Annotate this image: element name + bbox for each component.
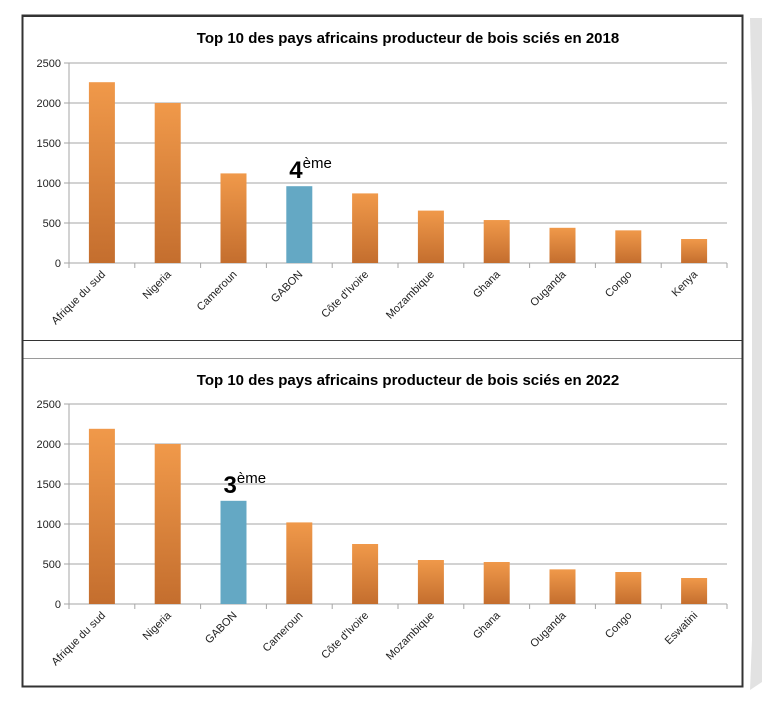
bar (286, 522, 313, 604)
bar (352, 193, 379, 263)
panel-border (22, 16, 743, 341)
rank-suffix: ème (303, 155, 332, 172)
y-tick-label: 1000 (37, 519, 61, 531)
y-tick-label: 2000 (37, 98, 61, 110)
y-tick-label: 500 (43, 559, 61, 571)
bar (681, 578, 708, 604)
bar (417, 560, 444, 604)
bar-highlight (220, 500, 247, 604)
bar (483, 220, 510, 263)
bar (549, 227, 576, 263)
y-tick-label: 1500 (37, 479, 61, 491)
panel-border (22, 358, 743, 687)
bar (549, 569, 576, 604)
bar (88, 82, 115, 263)
rank-number: 4 (289, 157, 303, 184)
y-tick-label: 2500 (37, 399, 61, 411)
y-tick-label: 1500 (37, 138, 61, 150)
y-tick-label: 1000 (37, 178, 61, 190)
bar (154, 444, 181, 604)
y-tick-label: 2000 (37, 439, 61, 451)
chart-title: Top 10 des pays africains producteur de … (197, 372, 619, 389)
outer-border (21, 14, 744, 688)
page-shadow (750, 18, 762, 690)
bar (88, 428, 115, 604)
y-tick-label: 500 (43, 218, 61, 230)
y-tick-label: 2500 (37, 58, 61, 70)
rank-number: 3 (224, 472, 237, 499)
chart-title: Top 10 des pays africains producteur de … (197, 30, 619, 47)
bar (483, 562, 510, 604)
chart-panel-1: Top 10 des pays africains producteur de … (22, 16, 743, 341)
bar (615, 572, 642, 604)
rank-annotation: 4ème (289, 155, 332, 184)
bar-highlight (286, 186, 313, 263)
bar (220, 173, 247, 263)
bar (154, 103, 181, 263)
bar (615, 230, 642, 263)
y-tick-label: 0 (55, 599, 61, 611)
rank-annotation: 3ème (224, 470, 267, 499)
y-tick-label: 0 (55, 258, 61, 270)
rank-suffix: ème (237, 470, 266, 487)
bar (681, 239, 708, 263)
chart-panel-2: Top 10 des pays africains producteur de … (22, 358, 743, 687)
bar (352, 544, 379, 604)
bar (417, 210, 444, 263)
